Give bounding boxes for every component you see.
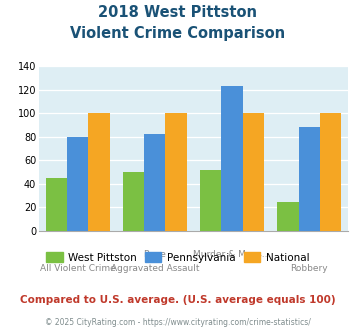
Bar xyxy=(222,86,243,231)
Text: 2018 West Pittston: 2018 West Pittston xyxy=(98,5,257,20)
Text: Murder & Mans...: Murder & Mans... xyxy=(193,250,271,259)
Bar xyxy=(278,202,299,231)
Bar xyxy=(144,134,165,231)
Bar xyxy=(88,113,109,231)
Text: Robbery: Robbery xyxy=(290,264,328,273)
Bar xyxy=(200,170,222,231)
Text: © 2025 CityRating.com - https://www.cityrating.com/crime-statistics/: © 2025 CityRating.com - https://www.city… xyxy=(45,318,310,327)
Legend: West Pittston, Pennsylvania, National: West Pittston, Pennsylvania, National xyxy=(42,248,313,267)
Bar xyxy=(165,113,187,231)
Bar xyxy=(46,178,67,231)
Text: Aggravated Assault: Aggravated Assault xyxy=(111,264,199,273)
Text: All Violent Crime: All Violent Crime xyxy=(40,264,115,273)
Bar xyxy=(299,127,320,231)
Bar xyxy=(243,113,264,231)
Bar xyxy=(67,137,88,231)
Text: Rape: Rape xyxy=(143,250,166,259)
Text: Compared to U.S. average. (U.S. average equals 100): Compared to U.S. average. (U.S. average … xyxy=(20,295,335,305)
Bar xyxy=(123,172,144,231)
Text: Violent Crime Comparison: Violent Crime Comparison xyxy=(70,26,285,41)
Bar xyxy=(320,113,341,231)
